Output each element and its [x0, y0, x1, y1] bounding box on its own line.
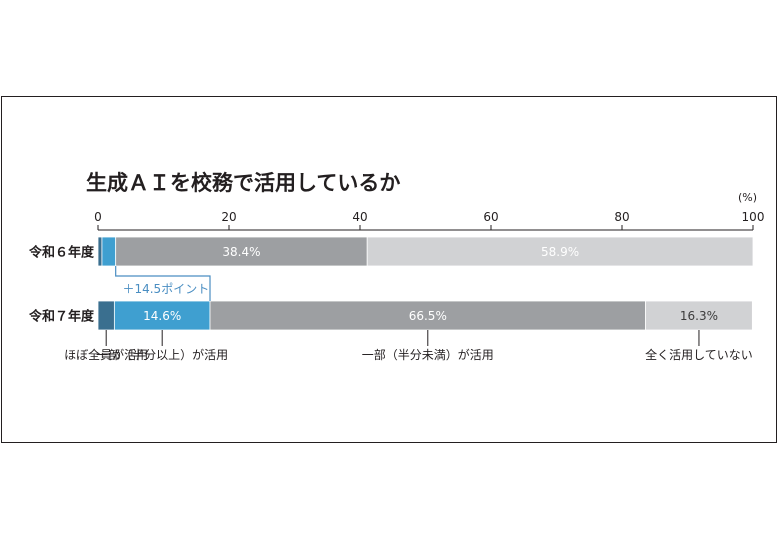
x-tick-label: 0: [94, 210, 102, 224]
row-label: 令和７年度: [29, 309, 95, 325]
bar-rows: 令和６年度 38.4% 58.9% 令和７年度 14.6% 66.5% 16.3%: [29, 236, 754, 331]
bar-segment: [101, 236, 117, 267]
chart-title: 生成ＡＩを校務で活用しているか: [86, 171, 400, 195]
difference-bracket: [115, 266, 211, 301]
data-label: 14.6%: [143, 309, 181, 323]
bar-segment: [366, 236, 754, 267]
axis-unit-label: (%): [738, 191, 757, 204]
x-tick-label: 80: [614, 210, 629, 224]
difference-label: ＋14.5ポイント: [122, 282, 209, 296]
category-label: ほぼ全員が活用: [64, 347, 148, 362]
x-tick-label: 60: [483, 210, 498, 224]
category-label: 一部（半分未満）が活用: [362, 347, 494, 362]
x-axis: 0 20 40 60 80 100: [94, 210, 765, 231]
x-tick-label: 40: [352, 210, 367, 224]
data-label: 38.4%: [222, 245, 260, 259]
data-label: 58.9%: [541, 245, 579, 259]
annotation-group: ＋14.5ポイント: [115, 266, 211, 301]
category-label: 全く活用していない: [645, 347, 753, 362]
x-tick-label: 20: [221, 210, 236, 224]
category-label: 一部（半分以上）が活用: [96, 347, 228, 362]
data-label: 16.3%: [680, 309, 718, 323]
bar-segment: [97, 300, 115, 331]
bar-segment: [97, 236, 103, 267]
data-label: 66.5%: [409, 309, 447, 323]
bar-segment: [645, 300, 753, 331]
chart-frame: [1, 96, 777, 443]
x-tick-label: 100: [742, 210, 765, 224]
row-label: 令和６年度: [29, 245, 95, 261]
